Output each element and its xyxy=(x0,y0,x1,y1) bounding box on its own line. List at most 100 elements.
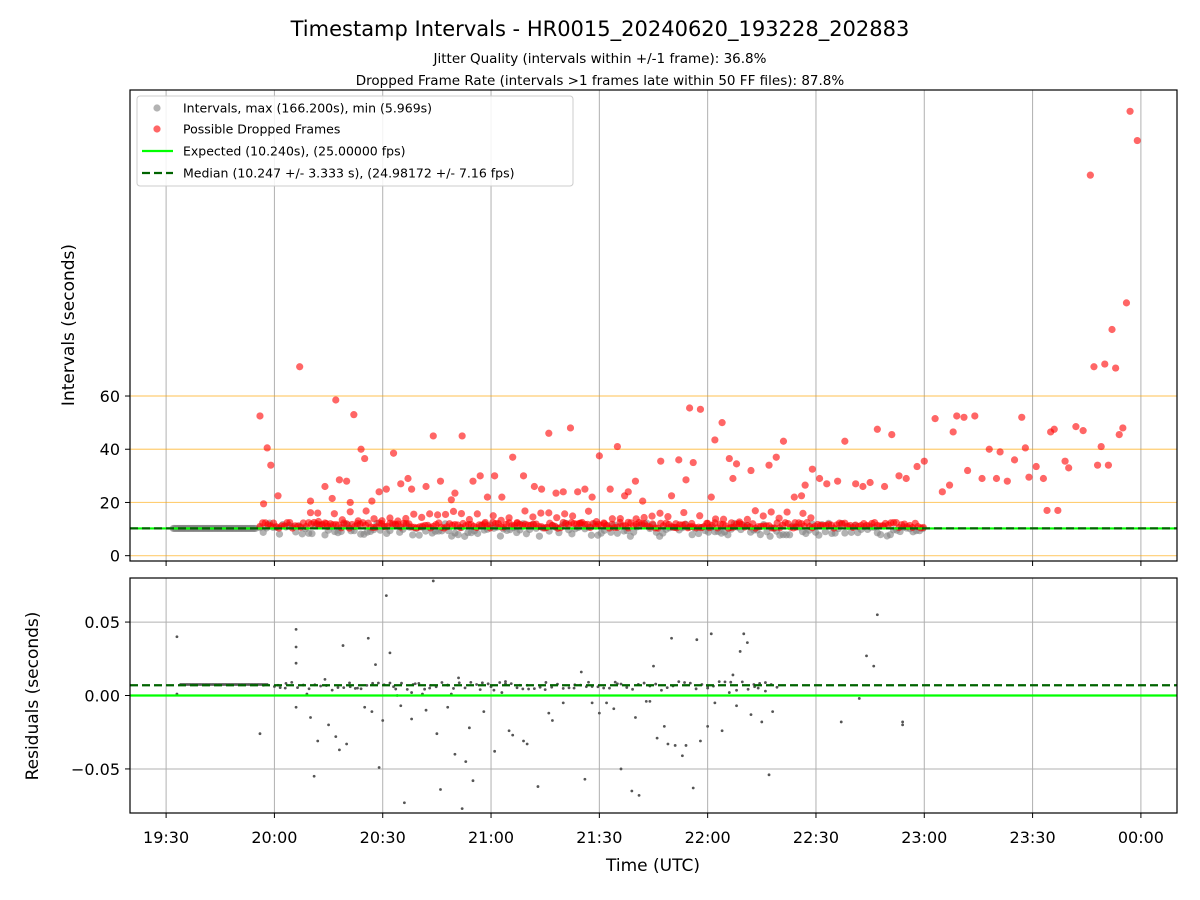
dropped-frame-points xyxy=(256,107,1141,532)
dropped-frame-point xyxy=(790,493,798,501)
dropped-frame-point xyxy=(561,510,569,518)
dropped-frame-point xyxy=(1097,442,1105,451)
residual-point xyxy=(745,641,749,645)
dropped-frame-point xyxy=(1003,477,1011,485)
interval-point xyxy=(415,531,423,539)
dropped-frame-point xyxy=(747,466,755,475)
residual-point xyxy=(756,686,760,690)
residual-point xyxy=(493,749,497,753)
residual-point xyxy=(439,788,442,791)
dropped-frame-point xyxy=(732,460,741,468)
residual-point xyxy=(413,682,417,686)
interval-point xyxy=(815,531,823,539)
dropped-frame-point xyxy=(588,493,596,501)
x-tick-label: 20:30 xyxy=(360,828,406,847)
dropped-frame-point xyxy=(436,477,445,485)
residual-point xyxy=(613,680,617,684)
dropped-frame-point xyxy=(498,493,506,501)
dropped-frame-point xyxy=(263,444,271,452)
dropped-frame-point xyxy=(945,481,954,489)
residual-point xyxy=(625,686,629,689)
residual-point xyxy=(467,726,471,730)
residual-point xyxy=(683,681,686,684)
legend-dropped-marker xyxy=(153,125,161,133)
residual-point xyxy=(475,683,478,686)
residual-point xyxy=(366,636,370,640)
residual-point xyxy=(410,717,414,721)
residual-point xyxy=(875,613,879,617)
dropped-frame-point xyxy=(711,436,719,444)
residual-point xyxy=(402,801,406,805)
residual-point xyxy=(400,681,403,685)
dropped-frame-point xyxy=(513,519,521,527)
dropped-frame-point xyxy=(902,474,910,483)
residual-point xyxy=(521,687,525,691)
residual-point xyxy=(865,654,868,658)
residual-point xyxy=(294,705,298,709)
residual-point xyxy=(394,687,398,691)
dropped-frame-point xyxy=(422,482,430,491)
dropped-frame-point xyxy=(378,517,386,525)
residual-point xyxy=(619,767,623,771)
dropped-frame-point xyxy=(725,454,733,463)
dropped-frame-point xyxy=(321,482,329,491)
dropped-frame-point xyxy=(1133,136,1141,145)
residual-point xyxy=(504,680,507,683)
intervals-y-axis-label: Intervals (seconds) xyxy=(59,244,79,406)
dropped-frame-point xyxy=(696,512,704,520)
residual-point xyxy=(417,682,421,685)
dropped-frame-point xyxy=(711,515,720,523)
legend-intervals-marker xyxy=(153,104,161,112)
residual-point xyxy=(363,705,367,709)
dropped-frame-point xyxy=(718,419,726,427)
residual-point xyxy=(507,729,511,733)
residual-point xyxy=(359,687,363,691)
dropped-frame-point xyxy=(1108,325,1116,334)
dropped-frame-point xyxy=(1050,425,1058,433)
residual-point xyxy=(605,701,608,705)
residual-point xyxy=(532,687,536,691)
residual-point xyxy=(525,742,529,746)
x-tick-label: 23:30 xyxy=(1010,828,1056,847)
residual-point xyxy=(327,723,330,727)
interval-point xyxy=(308,530,316,538)
residual-point xyxy=(735,688,738,692)
dropped-frame-point xyxy=(1018,413,1026,421)
residual-point xyxy=(694,687,698,691)
dropped-frame-point xyxy=(346,508,354,516)
dropped-frame-point xyxy=(552,489,560,497)
dropped-frame-point xyxy=(256,412,264,420)
interval-point xyxy=(454,531,462,539)
dropped-frame-point xyxy=(491,472,499,480)
dropped-frame-point xyxy=(931,415,939,423)
dropped-frame-point xyxy=(553,514,561,522)
residual-point xyxy=(290,680,294,684)
dropped-frame-point xyxy=(791,519,799,527)
interval-point xyxy=(613,529,621,537)
residual-point xyxy=(735,704,738,708)
dropped-frame-point xyxy=(640,513,648,522)
residual-point xyxy=(677,680,681,684)
dropped-frame-point xyxy=(920,457,928,465)
legend-expected-label: Expected (10.240s), (25.00000 fps) xyxy=(183,144,405,159)
residuals-y-tick-label: −0.05 xyxy=(71,760,120,779)
dropped-frame-point xyxy=(338,516,346,524)
dropped-frame-point xyxy=(449,507,458,516)
dropped-frame-point xyxy=(434,511,442,519)
dropped-frame-point xyxy=(350,411,358,419)
residual-point xyxy=(356,686,359,690)
dropped-frame-point xyxy=(306,497,315,505)
dropped-frame-point xyxy=(476,472,484,480)
dropped-frame-point xyxy=(1101,360,1109,368)
residual-point xyxy=(760,720,764,724)
residual-point xyxy=(713,701,717,705)
residual-point xyxy=(597,711,601,715)
residual-point xyxy=(463,686,467,690)
residual-point xyxy=(666,742,670,746)
residual-point xyxy=(652,664,655,668)
residual-point xyxy=(567,686,571,690)
residual-point xyxy=(619,682,623,686)
dropped-frame-point xyxy=(600,520,608,528)
dropped-frame-point xyxy=(729,474,737,483)
dropped-frame-point xyxy=(1126,107,1134,115)
